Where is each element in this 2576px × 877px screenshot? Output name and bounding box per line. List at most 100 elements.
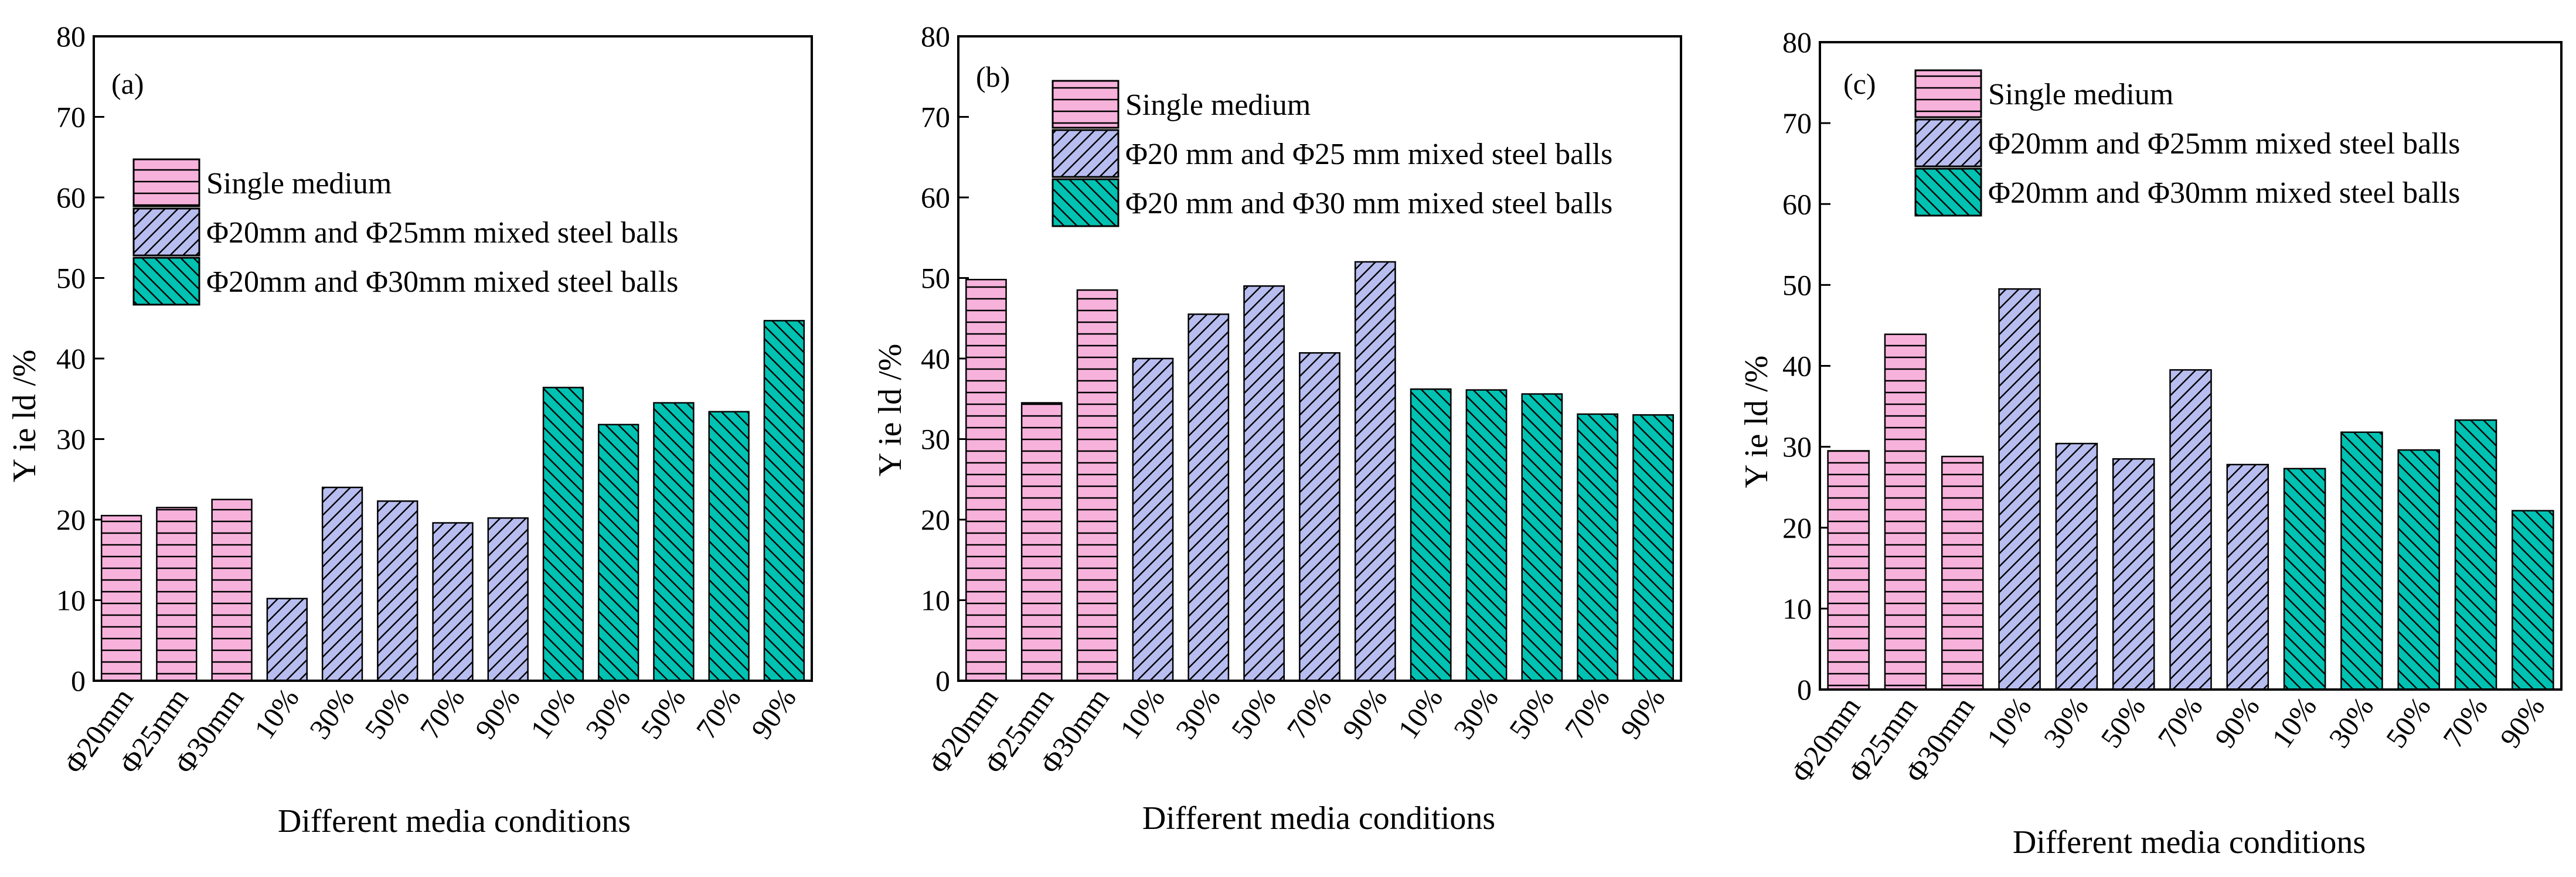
bar (2283, 467, 2326, 691)
legend-label-single-medium: Single medium (1125, 88, 1311, 122)
legend-label-phi20-phi30: Φ20mm and Φ30mm mixed steel balls (1988, 176, 2460, 210)
chart-panel-c: (c) Different media conditions Y ie ld /… (1738, 26, 2563, 861)
y-tick-label: 60 (1782, 187, 1812, 220)
y-tick-label: 70 (921, 101, 950, 134)
x-tick-label: 30% (303, 682, 360, 745)
x-tick-label: 30% (1447, 682, 1505, 745)
x-tick-label: 30% (2037, 691, 2094, 753)
panel-label: (b) (976, 60, 1010, 93)
y-tick-label: 0 (935, 664, 950, 697)
y-tick-label: 60 (921, 181, 950, 214)
bar (1076, 289, 1118, 682)
bar (1187, 313, 1230, 682)
bar (377, 500, 418, 682)
bar (1020, 402, 1063, 682)
bar (1998, 288, 2041, 691)
bar (432, 522, 474, 682)
x-tick-label: 30% (579, 682, 637, 745)
bar (708, 411, 750, 682)
bar (156, 507, 198, 682)
legend-entry-phi20-phi25: Φ20mm and Φ25mm mixed steel balls (1914, 118, 2460, 168)
x-tick-label: 30% (2322, 691, 2380, 753)
legend: Single medium Φ20mm and Φ25mm mixed stee… (132, 158, 678, 306)
x-tick-label: 30% (1169, 682, 1226, 745)
y-tick-label: 20 (1782, 511, 1812, 544)
x-tick-label: 10% (1391, 682, 1449, 745)
y-tick-label: 10 (1782, 592, 1812, 625)
bar (763, 320, 805, 682)
x-tick-label: 90% (2493, 691, 2551, 753)
x-tick-label: 90% (1614, 682, 1671, 745)
y-axis-title: Y ie ld /% (1738, 356, 1775, 489)
bar (2112, 458, 2155, 691)
x-tick-label: 50% (1224, 682, 1282, 745)
bar (1884, 333, 1927, 691)
x-tick-label: 10% (1114, 682, 1171, 745)
legend-label-phi20-phi25: Φ20mm and Φ25mm mixed steel balls (1988, 127, 2460, 161)
x-tick-label: 90% (468, 682, 526, 745)
x-tick-label: 90% (1336, 682, 1393, 745)
legend-label-single-medium: Single medium (206, 167, 392, 200)
y-tick-label: 70 (1782, 107, 1812, 139)
bar (1243, 285, 1285, 682)
bar (653, 402, 695, 682)
x-axis-title: Different media conditions (2013, 824, 2366, 861)
y-tick-label: 50 (921, 262, 950, 295)
x-axis-title: Different media conditions (278, 803, 631, 840)
bar (1521, 393, 1563, 682)
bar (487, 517, 529, 682)
x-tick-label: 50% (634, 682, 692, 745)
x-axis-title: Different media conditions (1142, 800, 1495, 837)
legend-entry-phi20-phi30: Φ20mm and Φ30mm mixed steel balls (1914, 168, 2460, 217)
y-tick-label: 60 (56, 181, 86, 214)
bar (965, 279, 1007, 682)
y-tick-label: 30 (1782, 431, 1812, 463)
x-tick-label: 10% (524, 682, 581, 745)
y-tick-label: 40 (921, 342, 950, 375)
panel-label: (a) (111, 67, 144, 100)
legend: Single medium Φ20 mm and Φ25 mm mixed st… (1052, 80, 1612, 227)
y-tick-label: 0 (1797, 673, 1812, 706)
legend-swatch-phi20-phi25 (1052, 129, 1119, 178)
legend-swatch-phi20-phi30 (132, 257, 200, 306)
legend-label-phi20-phi25: Φ20 mm and Φ25 mm mixed steel balls (1125, 138, 1612, 171)
x-tick-label: 70% (689, 682, 747, 745)
bar (1465, 389, 1508, 682)
y-tick-label: 80 (56, 20, 86, 53)
legend-swatch-single-medium (132, 158, 200, 207)
legend-swatch-single-medium (1914, 69, 1982, 118)
x-tick-label: 10% (1980, 691, 2037, 753)
legend-entry-single-medium: Single medium (132, 158, 392, 207)
plot-frame (93, 35, 813, 682)
y-tick-label: 20 (921, 503, 950, 536)
x-tick-label: 50% (1502, 682, 1560, 745)
y-tick-label: 80 (921, 20, 950, 53)
bar (1354, 261, 1396, 682)
x-tick-label: 10% (2265, 691, 2323, 753)
bar (1410, 388, 1452, 682)
x-tick-label: 50% (2094, 691, 2152, 753)
bar (2512, 510, 2554, 691)
bar (1299, 352, 1340, 682)
y-tick-label: 10 (56, 584, 86, 617)
legend-label-single-medium: Single medium (1988, 78, 2173, 111)
legend-entry-phi20-phi25: Φ20 mm and Φ25 mm mixed steel balls (1052, 129, 1612, 178)
legend-label-phi20-phi25: Φ20mm and Φ25mm mixed steel balls (206, 216, 678, 250)
legend-entry-phi20-phi30: Φ20 mm and Φ30 mm mixed steel balls (1052, 178, 1612, 227)
y-axis-title: Y ie ld /% (6, 350, 43, 483)
y-tick-label: 50 (56, 262, 86, 295)
legend-swatch-phi20-phi25 (132, 207, 200, 257)
legend-entry-phi20-phi30: Φ20mm and Φ30mm mixed steel balls (132, 257, 678, 306)
legend-swatch-phi20-phi30 (1914, 168, 1982, 217)
bar (211, 499, 253, 682)
bar (1632, 414, 1674, 682)
bar (2340, 431, 2383, 691)
bar (100, 514, 142, 682)
x-tick-label: 70% (2437, 691, 2494, 753)
bar (1827, 450, 1870, 691)
y-tick-label: 40 (56, 342, 86, 375)
y-tick-label: 50 (1782, 268, 1812, 301)
legend-entry-single-medium: Single medium (1052, 80, 1311, 129)
legend-label-phi20-phi30: Φ20mm and Φ30mm mixed steel balls (206, 265, 678, 299)
x-tick-label: 10% (247, 682, 305, 745)
